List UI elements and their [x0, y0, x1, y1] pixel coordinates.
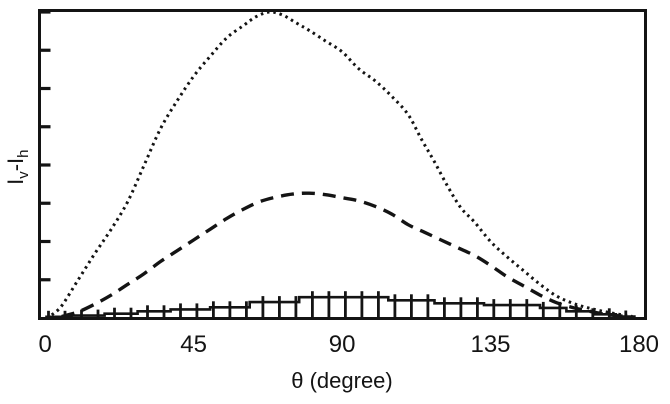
y-label-base-2: I [2, 157, 28, 164]
y-label-base-1: I [2, 178, 28, 185]
y-label-minus: - [2, 163, 28, 172]
y-axis-label: Iv-Ih [2, 107, 35, 227]
x-tick-label: 0 [39, 331, 52, 358]
x-axis-tick-labels: 0 45 90 135 180 [39, 331, 660, 358]
x-tick-label: 90 [329, 331, 356, 358]
plot-frame [38, 9, 647, 320]
y-axis-ticks [38, 10, 51, 282]
x-tick-label: 45 [180, 331, 207, 358]
y-label-sub-h: h [15, 149, 33, 158]
x-tick-label: 135 [470, 331, 510, 358]
x-tick-label: 180 [619, 331, 659, 358]
dashed-curve [61, 191, 623, 319]
y-label-sub-v: v [15, 171, 33, 179]
dotted-curve [50, 10, 633, 318]
x-axis-label: θ (degree) [291, 368, 393, 393]
data-series [45, 10, 636, 320]
solid-curve [45, 295, 636, 319]
